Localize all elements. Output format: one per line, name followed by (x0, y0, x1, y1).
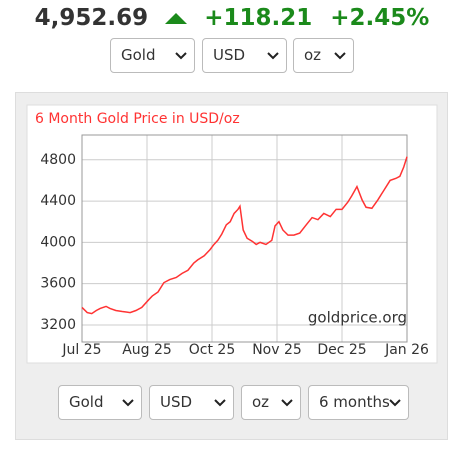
y-tick-label: 4400 (40, 193, 76, 209)
select-text: oz (304, 46, 322, 64)
select-text: Gold (121, 46, 156, 64)
watermark: goldprice.org (308, 309, 407, 327)
price-line (81, 156, 408, 315)
unit-select[interactable]: oz (241, 385, 301, 420)
select-text: USD (160, 393, 193, 411)
price: 4,952.69 (34, 4, 149, 31)
select-text: Gold (69, 393, 104, 411)
period-select[interactable]: 6 months (308, 385, 409, 420)
chevron (334, 52, 346, 60)
chevron (389, 398, 401, 408)
y-tick-label: 3200 (40, 317, 76, 333)
chevron (175, 52, 187, 60)
unit-select[interactable]: oz (293, 38, 354, 73)
select-text: 6 months (319, 393, 390, 411)
chevron (281, 399, 293, 407)
select-text: oz (252, 393, 270, 411)
x-tick-label: Jan 26 (384, 342, 429, 358)
x-tick-label: Oct 25 (189, 342, 235, 358)
x-tick-label: Aug 25 (122, 342, 172, 358)
x-tick-label: Jul 25 (61, 342, 101, 358)
up-arrow (165, 12, 188, 24)
plot-border (81, 134, 408, 343)
change: +118.21 (204, 4, 313, 31)
x-tick-label: Nov 25 (252, 342, 302, 358)
price-header: 4,952.69 +118.21 +2.45% (0, 4, 464, 31)
metal-select[interactable]: Gold (58, 385, 142, 420)
currency-select[interactable]: USD (202, 38, 287, 73)
chart-background (26, 104, 438, 364)
y-tick-label: 4800 (40, 152, 76, 168)
x-tick-label: Dec 25 (317, 342, 366, 358)
currency-select[interactable]: USD (149, 385, 234, 420)
metal-select[interactable]: Gold (110, 38, 195, 73)
chart-title: 6 Month Gold Price in USD/oz (35, 111, 240, 127)
chevron (267, 52, 279, 60)
chevron (214, 399, 226, 407)
select-text: USD (213, 46, 246, 64)
y-tick-label: 3600 (40, 276, 76, 292)
chevron (122, 399, 134, 407)
y-tick-label: 4000 (40, 234, 76, 250)
change-percent: +2.45% (330, 4, 430, 31)
